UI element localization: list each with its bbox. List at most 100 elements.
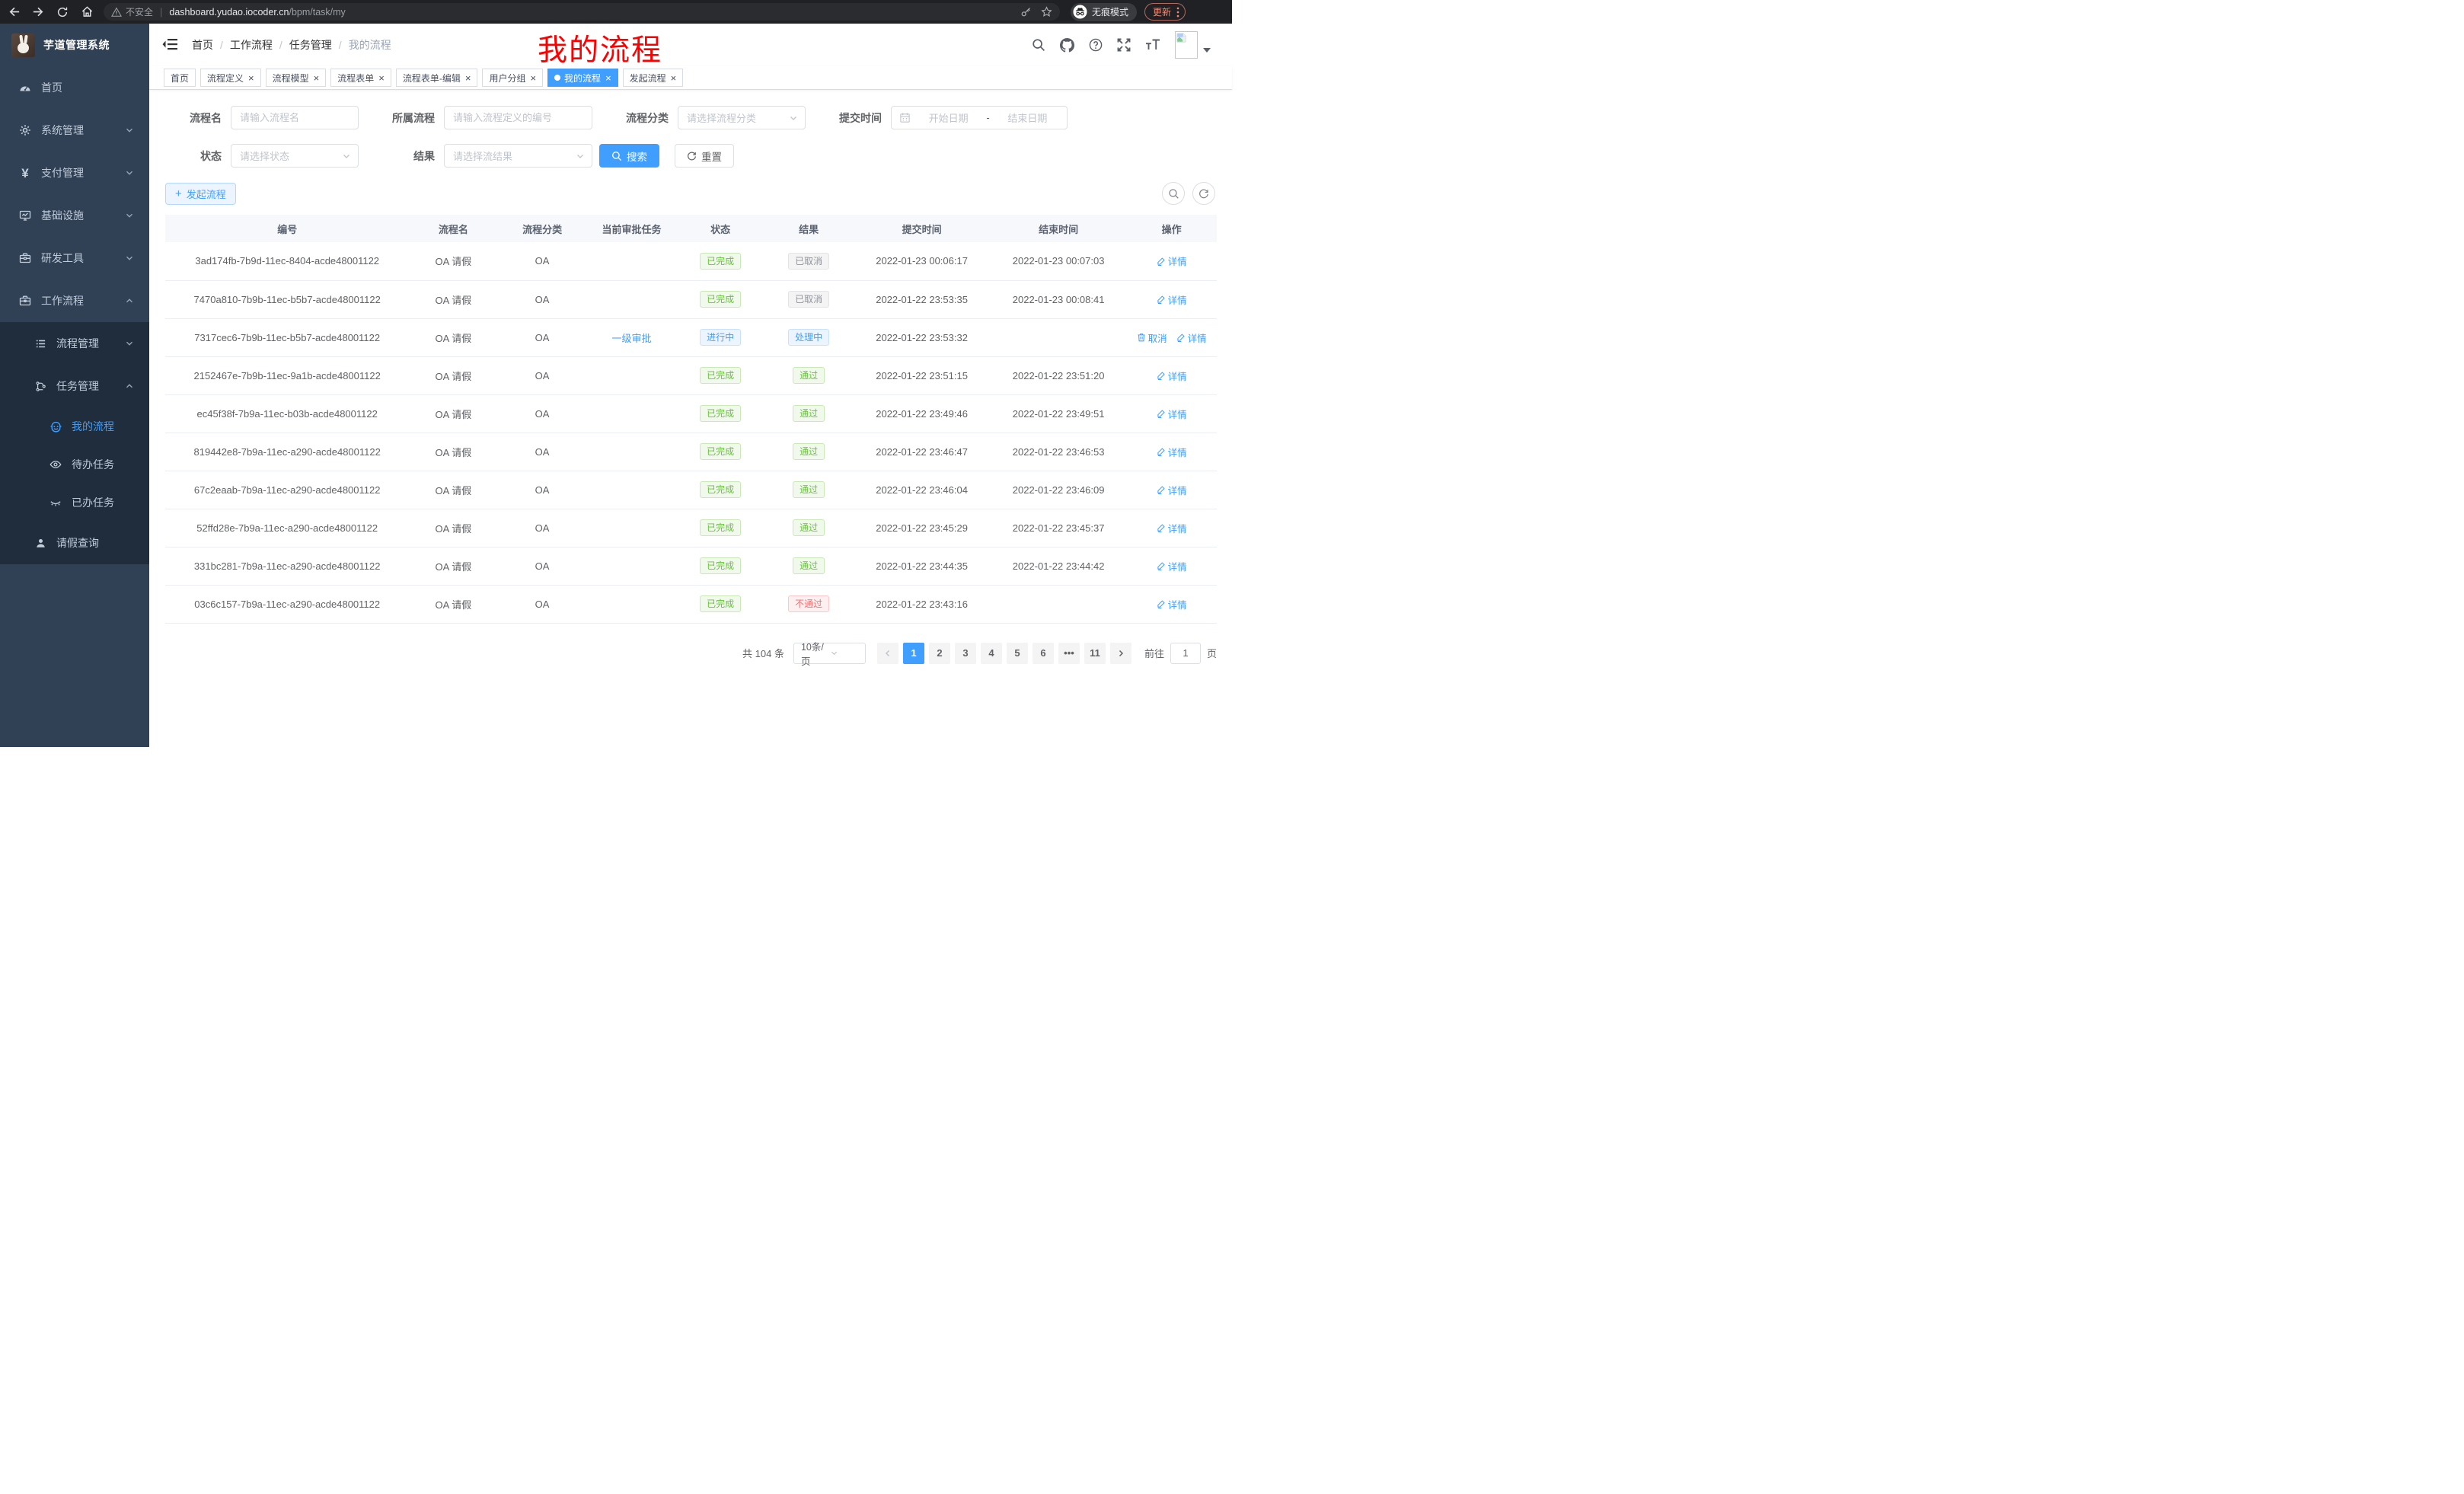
- github-icon[interactable]: [1060, 37, 1074, 53]
- result-select[interactable]: 请选择流结果: [444, 144, 592, 168]
- detail-action-link[interactable]: 详情: [1157, 483, 1187, 497]
- app-logo[interactable]: 芋道管理系统: [0, 24, 149, 66]
- detail-action-link[interactable]: 详情: [1157, 254, 1187, 268]
- page-size-select[interactable]: 10条/页: [793, 642, 866, 667]
- sidebar-item-my-process[interactable]: 我的流程: [0, 407, 149, 445]
- page-button-3[interactable]: 3: [954, 642, 976, 664]
- detail-action-link[interactable]: 详情: [1157, 369, 1187, 383]
- tab-home[interactable]: 首页: [164, 69, 196, 87]
- home-icon[interactable]: [76, 2, 97, 22]
- process-id-cell: 331bc281-7b9a-11ec-a290-acde48001122: [165, 547, 410, 586]
- tab-process-form[interactable]: 流程表单 ×: [330, 69, 391, 87]
- help-icon[interactable]: [1089, 38, 1103, 52]
- current-task-cell: [586, 471, 677, 509]
- page-button-2[interactable]: 2: [928, 642, 950, 664]
- sidebar-item-dev-tools[interactable]: 研发工具: [0, 237, 149, 279]
- column-header: 流程分类: [497, 215, 587, 242]
- url-path: /bpm/task/my: [289, 6, 346, 18]
- sidebar-item-home[interactable]: 首页: [0, 66, 149, 109]
- process-category-select[interactable]: 请选择流程分类: [678, 106, 806, 129]
- toggle-search-button[interactable]: [1162, 182, 1185, 205]
- font-size-icon[interactable]: [1145, 39, 1160, 51]
- user-avatar[interactable]: [1175, 31, 1211, 59]
- current-task-link[interactable]: 一级审批: [611, 332, 652, 344]
- sidebar-item-label: 研发工具: [41, 252, 84, 264]
- tab-label: 发起流程: [629, 72, 666, 84]
- process-definition-input[interactable]: [444, 106, 592, 129]
- tab-start-process[interactable]: 发起流程 ×: [622, 69, 684, 87]
- status-cell: 已完成: [676, 394, 765, 433]
- close-icon[interactable]: ×: [464, 72, 471, 84]
- close-icon[interactable]: ×: [313, 72, 320, 84]
- process-name-input[interactable]: [231, 106, 359, 129]
- sidebar-item-payment-management[interactable]: ¥ 支付管理: [0, 152, 149, 194]
- close-icon[interactable]: ×: [378, 72, 385, 84]
- breadcrumb-item[interactable]: 首页: [192, 39, 213, 51]
- key-icon[interactable]: [1020, 6, 1032, 18]
- close-icon[interactable]: ×: [670, 72, 677, 84]
- detail-action-link[interactable]: 详情: [1157, 445, 1187, 459]
- breadcrumb-item[interactable]: 工作流程: [229, 39, 273, 51]
- browser-menu-icon[interactable]: [1176, 7, 1179, 18]
- detail-action-link[interactable]: 详情: [1157, 521, 1187, 535]
- detail-action-link[interactable]: 详情: [1157, 559, 1187, 573]
- close-icon[interactable]: ×: [530, 72, 537, 84]
- sidebar-item-infrastructure[interactable]: 基础设施: [0, 194, 149, 237]
- reload-icon[interactable]: [52, 2, 73, 22]
- tab-process-form-edit[interactable]: 流程表单-编辑 ×: [395, 69, 478, 87]
- goto-page-input[interactable]: [1170, 642, 1201, 664]
- bookmark-star-icon[interactable]: [1041, 6, 1052, 18]
- breadcrumb-item[interactable]: 任务管理: [289, 39, 332, 51]
- sidebar-item-process-management[interactable]: 流程管理: [0, 322, 149, 365]
- sidebar-item-task-management[interactable]: 任务管理: [0, 365, 149, 407]
- tab-process-model[interactable]: 流程模型 ×: [265, 69, 327, 87]
- refresh-table-button[interactable]: [1192, 182, 1215, 205]
- prev-page-button[interactable]: [876, 642, 898, 664]
- more-pages-button[interactable]: •••: [1058, 642, 1080, 664]
- status-cell: 已完成: [676, 356, 765, 395]
- app-title: 芋道管理系统: [43, 39, 110, 51]
- result-tag: 通过: [793, 481, 825, 498]
- detail-action-link[interactable]: 详情: [1157, 597, 1187, 611]
- process-category-cell-text: OA: [535, 560, 550, 572]
- page-button-6[interactable]: 6: [1032, 642, 1054, 664]
- detail-action-link[interactable]: 详情: [1157, 292, 1187, 307]
- page-button-4[interactable]: 4: [980, 642, 1002, 664]
- action-label: 详情: [1167, 561, 1187, 573]
- sidebar-item-system-management[interactable]: 系统管理: [0, 109, 149, 152]
- close-icon[interactable]: ×: [248, 72, 254, 84]
- security-warning[interactable]: 不安全: [111, 5, 153, 18]
- fullscreen-icon[interactable]: [1117, 38, 1131, 52]
- tab-process-definition[interactable]: 流程定义 ×: [200, 69, 261, 87]
- next-page-button[interactable]: [1109, 642, 1131, 664]
- cancel-action-link[interactable]: 取消: [1137, 330, 1167, 345]
- tab-user-group[interactable]: 用户分组 ×: [482, 69, 544, 87]
- sidebar-collapse-icon[interactable]: [162, 37, 179, 53]
- reset-button[interactable]: 重置: [675, 144, 734, 168]
- page-button-5[interactable]: 5: [1006, 642, 1028, 664]
- close-icon[interactable]: ×: [605, 72, 611, 84]
- sidebar-item-workflow[interactable]: 工作流程: [0, 279, 149, 322]
- process-name-cell-text: OA 请假: [435, 332, 472, 344]
- address-bar[interactable]: 不安全 | dashboard.yudao.iocoder.cn /bpm/ta…: [104, 3, 1060, 21]
- chevron-down-icon: [125, 126, 134, 135]
- tab-my-process[interactable]: 我的流程 ×: [547, 69, 618, 87]
- detail-action-link[interactable]: 详情: [1157, 407, 1187, 421]
- start-process-button[interactable]: + 发起流程: [165, 182, 236, 205]
- browser-update-button[interactable]: 更新: [1144, 3, 1186, 21]
- page-button-11[interactable]: 11: [1084, 642, 1106, 664]
- search-button[interactable]: 搜索: [599, 144, 659, 168]
- sidebar-item-done-task[interactable]: 已办任务: [0, 484, 149, 522]
- submit-time-range-picker[interactable]: 开始日期 - 结束日期: [891, 106, 1068, 129]
- forward-icon[interactable]: [27, 2, 49, 22]
- current-task-cell: [586, 547, 677, 586]
- annotation-text: 我的流程: [538, 34, 663, 67]
- detail-action-link[interactable]: 详情: [1176, 330, 1207, 345]
- page-button-1[interactable]: 1: [902, 642, 924, 664]
- sidebar-item-todo-task[interactable]: 待办任务: [0, 445, 149, 484]
- sidebar-item-leave-query[interactable]: 请假查询: [0, 522, 149, 564]
- refresh-icon: [1199, 189, 1208, 199]
- status-select[interactable]: 请选择状态: [231, 144, 359, 168]
- back-icon[interactable]: [3, 2, 24, 22]
- header-search-icon[interactable]: [1032, 38, 1045, 52]
